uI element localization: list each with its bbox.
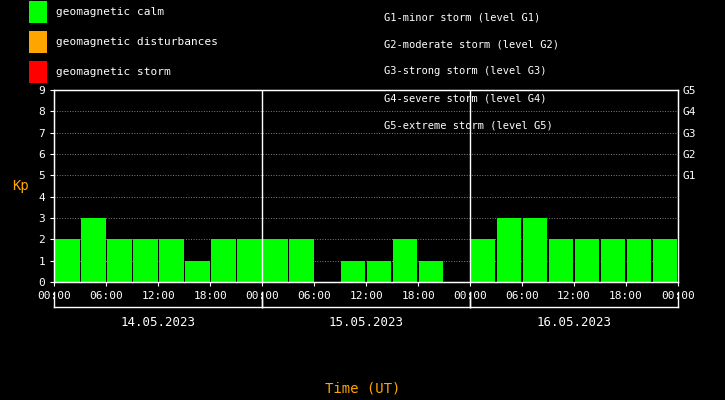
- Text: geomagnetic disturbances: geomagnetic disturbances: [56, 37, 217, 47]
- Text: G2-moderate storm (level G2): G2-moderate storm (level G2): [384, 39, 559, 49]
- Text: Time (UT): Time (UT): [325, 381, 400, 395]
- Bar: [652, 239, 677, 282]
- Bar: [497, 218, 521, 282]
- Text: 14.05.2023: 14.05.2023: [121, 316, 196, 329]
- Bar: [159, 239, 183, 282]
- Text: G4-severe storm (level G4): G4-severe storm (level G4): [384, 94, 547, 104]
- Text: 16.05.2023: 16.05.2023: [536, 316, 611, 329]
- Text: G1-minor storm (level G1): G1-minor storm (level G1): [384, 12, 541, 22]
- Text: geomagnetic calm: geomagnetic calm: [56, 7, 164, 17]
- Bar: [289, 239, 313, 282]
- Bar: [367, 261, 392, 282]
- Bar: [133, 239, 157, 282]
- Bar: [185, 261, 210, 282]
- Bar: [626, 239, 651, 282]
- Bar: [549, 239, 573, 282]
- Bar: [55, 239, 80, 282]
- Bar: [81, 218, 106, 282]
- Bar: [600, 239, 625, 282]
- Bar: [523, 218, 547, 282]
- Text: Kp: Kp: [12, 179, 28, 193]
- Text: geomagnetic storm: geomagnetic storm: [56, 67, 170, 77]
- Bar: [341, 261, 365, 282]
- Bar: [263, 239, 288, 282]
- Bar: [211, 239, 236, 282]
- Bar: [471, 239, 495, 282]
- Text: 15.05.2023: 15.05.2023: [328, 316, 404, 329]
- Bar: [393, 239, 418, 282]
- Bar: [237, 239, 262, 282]
- Text: G5-extreme storm (level G5): G5-extreme storm (level G5): [384, 121, 553, 131]
- Bar: [107, 239, 132, 282]
- Bar: [419, 261, 444, 282]
- Text: G3-strong storm (level G3): G3-strong storm (level G3): [384, 66, 547, 76]
- Bar: [575, 239, 600, 282]
